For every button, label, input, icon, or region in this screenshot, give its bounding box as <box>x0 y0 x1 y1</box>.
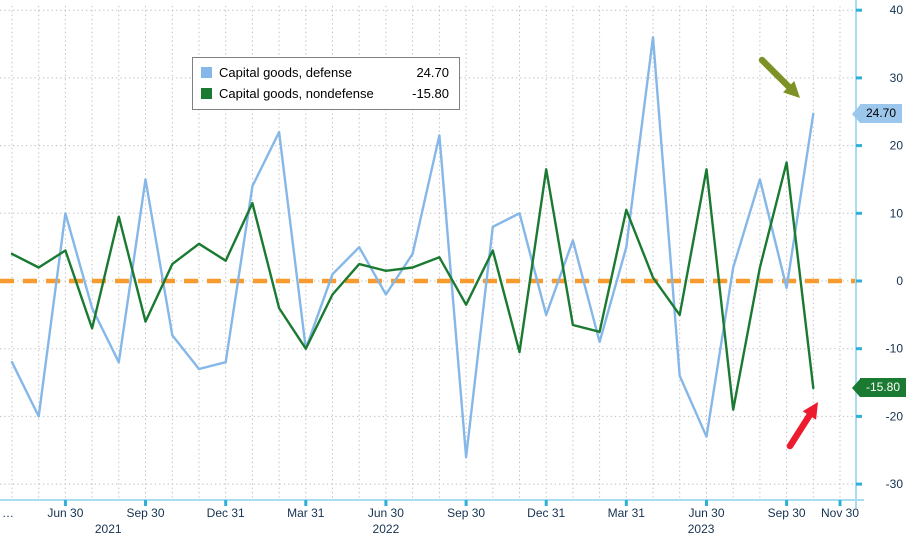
defense-last-value-badge: 24.70 <box>860 104 903 123</box>
year-label: 2022 <box>373 522 400 536</box>
red-annotation-arrow-icon <box>786 402 818 450</box>
y-tick-label: 20 <box>890 139 904 153</box>
legend-row-defense: Capital goods, defense 24.70 <box>201 62 449 83</box>
legend-row-nondefense: Capital goods, nondefense -15.80 <box>201 83 449 104</box>
legend: Capital goods, defense 24.70 Capital goo… <box>192 57 460 110</box>
olive-annotation-arrow-icon <box>758 56 800 98</box>
axis-labels: 40 30 20 10 0 -10 -20 -30 Jun 30 Sep 30 Dec 31 Mar … <box>2 3 903 536</box>
x-tick-label: Sep 30 <box>768 506 806 520</box>
x-tick-label: Dec 31 <box>527 506 565 520</box>
defense-series-line <box>10 36 815 459</box>
y-tick-label: -10 <box>886 342 904 356</box>
defense-series-swatch-icon <box>201 67 212 78</box>
y-tick-label: 40 <box>890 3 904 17</box>
year-label: 2023 <box>688 522 715 536</box>
x-tick-label: Sep 30 <box>126 506 164 520</box>
y-tick-label: 10 <box>890 206 904 220</box>
defense-series-value: 24.70 <box>416 65 449 80</box>
nondefense-last-value-badge: -15.80 <box>860 378 907 397</box>
x-tick-label: Nov 30 <box>821 506 859 520</box>
x-tick-label: Mar 31 <box>287 506 325 520</box>
y-tick-label: -20 <box>886 409 904 423</box>
y-tick-label: -30 <box>886 477 904 491</box>
defense-last-value-text: 24.70 <box>866 106 897 120</box>
y-tick-label: 30 <box>890 71 904 85</box>
x-tick-label: Dec 31 <box>207 506 245 520</box>
nondefense-series-label: Capital goods, nondefense <box>219 86 374 101</box>
nondefense-series-value: -15.80 <box>412 86 449 101</box>
x-tick-label: Mar 31 <box>608 506 646 520</box>
clipped-x-tick-label: … <box>2 506 14 520</box>
x-tick-label: Sep 30 <box>447 506 485 520</box>
x-tick-label: Jun 30 <box>368 506 404 520</box>
nondefense-series-line <box>10 161 815 411</box>
nondefense-last-value-text: -15.80 <box>866 380 901 394</box>
x-tick-label: Jun 30 <box>47 506 83 520</box>
x-tick-label: Jun 30 <box>688 506 724 520</box>
y-tick-label: 0 <box>896 274 903 288</box>
nondefense-series-swatch-icon <box>201 88 212 99</box>
axis-frame <box>0 0 864 508</box>
year-label: 2021 <box>95 522 122 536</box>
defense-series-label: Capital goods, defense <box>219 65 352 80</box>
